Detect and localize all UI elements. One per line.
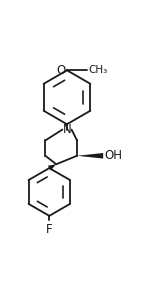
Polygon shape xyxy=(48,164,56,171)
Text: F: F xyxy=(46,223,53,236)
Text: N: N xyxy=(63,123,71,136)
Text: CH₃: CH₃ xyxy=(89,65,108,75)
Text: OH: OH xyxy=(105,149,123,162)
Polygon shape xyxy=(77,153,103,159)
Text: O: O xyxy=(56,64,65,77)
